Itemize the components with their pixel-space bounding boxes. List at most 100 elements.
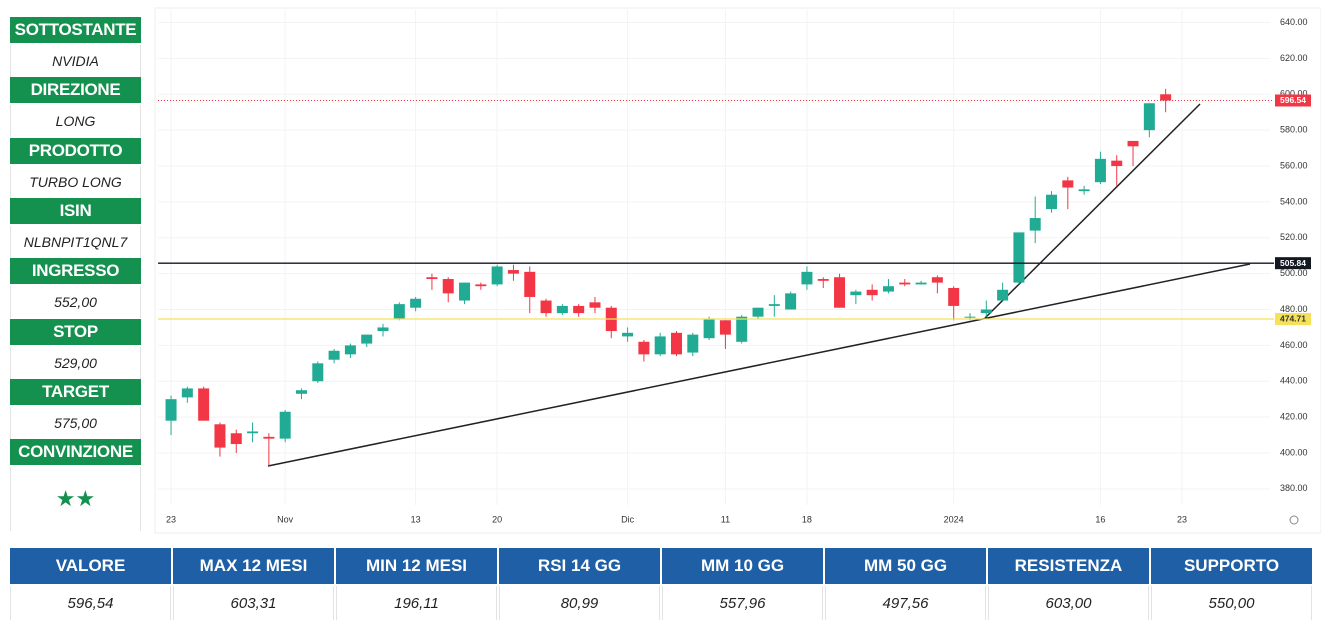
y-tick-label: 520.00: [1280, 232, 1308, 242]
y-tick-label: 500.00: [1280, 268, 1308, 278]
y-tick-label: 440.00: [1280, 376, 1308, 386]
candle-body: [475, 284, 487, 287]
candle-body: [703, 318, 715, 339]
candle-body: [622, 332, 634, 337]
panel-label: ISIN: [10, 197, 141, 224]
candle-body: [165, 399, 177, 421]
candle-body: [507, 270, 519, 274]
panel-value: 529,00: [10, 346, 141, 379]
x-tick-label: 23: [166, 514, 176, 524]
y-tick-label: 580.00: [1280, 125, 1308, 135]
x-tick-label: 20: [492, 514, 502, 524]
y-tick-label: 460.00: [1280, 340, 1308, 350]
table-cell: 557,96: [662, 586, 823, 620]
y-tick-label: 480.00: [1280, 304, 1308, 314]
table-header: VALORE: [10, 548, 171, 584]
candle-body: [426, 277, 438, 280]
candle-body: [524, 271, 536, 297]
candle-body: [899, 282, 911, 285]
panel-value: TURBO LONG: [10, 165, 141, 198]
candle-body: [687, 334, 699, 353]
table-cell: 550,00: [1151, 586, 1312, 620]
chart-frame: [154, 7, 1321, 534]
y-tick-label: 400.00: [1280, 447, 1308, 457]
table-cell: 497,56: [825, 586, 986, 620]
candle-body: [834, 277, 846, 308]
candle-body: [393, 304, 405, 319]
candle-body: [866, 289, 878, 296]
candle-body: [247, 431, 259, 434]
panel-label: SOTTOSTANTE: [10, 17, 141, 43]
panel-value: NVIDIA: [10, 45, 141, 77]
panel-label: PRODOTTO: [10, 137, 141, 164]
table-cell: 603,00: [988, 586, 1149, 620]
y-tick-label: 560.00: [1280, 160, 1308, 170]
candle-body: [377, 327, 389, 332]
candle-body: [785, 293, 797, 310]
x-tick-label: 11: [721, 514, 730, 524]
candle-body: [1062, 180, 1074, 188]
x-tick-label: 16: [1095, 514, 1105, 524]
panel-label: CONVINZIONE: [10, 439, 141, 466]
candle-body: [181, 388, 193, 398]
candle-body: [997, 289, 1009, 301]
candle-body: [410, 298, 422, 308]
x-tick-label: Nov: [277, 514, 294, 524]
candle-body: [948, 287, 960, 306]
candle-body: [1143, 103, 1155, 131]
candle-body: [573, 305, 585, 314]
settings-icon[interactable]: [1289, 515, 1299, 525]
y-tick-label: 600.00: [1280, 89, 1308, 99]
candle-body: [719, 320, 731, 335]
candle-body: [1029, 218, 1041, 231]
price-label-box: [1275, 312, 1311, 325]
y-tick-label: 640.00: [1280, 17, 1308, 27]
candle-body: [459, 282, 471, 301]
table-header: RSI 14 GG: [499, 548, 660, 584]
candle-body: [1094, 158, 1106, 183]
table-header: MAX 12 MESI: [173, 548, 334, 584]
panel-label: DIREZIONE: [10, 77, 141, 104]
candle-body: [638, 341, 650, 355]
table-cell: 196,11: [336, 586, 497, 620]
candle-body: [882, 286, 894, 292]
trendline: [267, 263, 1251, 467]
y-tick-label: 620.00: [1280, 53, 1308, 63]
candle-body: [817, 279, 829, 281]
candle-body: [768, 304, 780, 306]
price-label-box: [1275, 94, 1311, 107]
candle-body: [752, 307, 764, 317]
axis-labels: 380.00 400.00 420.00 440.00 460.00 480.00 500.…: [166, 17, 1311, 524]
x-tick-label: 18: [802, 514, 812, 524]
candle-body: [556, 305, 568, 314]
candle-body: [931, 277, 943, 283]
panel-value: 552,00: [10, 286, 141, 319]
x-tick-label: 13: [411, 514, 421, 524]
chart: 380.00 400.00 420.00 440.00 460.00 480.00 500.…: [154, 7, 1321, 534]
candle-body: [263, 436, 275, 439]
candle-body: [214, 424, 226, 448]
candle-body: [295, 390, 307, 394]
candle-body: [442, 279, 454, 294]
price-label: 596.54: [1280, 95, 1306, 105]
candle-body: [654, 336, 666, 355]
panel-label: INGRESSO: [10, 258, 141, 285]
x-tick-label: 2024: [944, 514, 964, 524]
candle-body: [964, 316, 976, 318]
trendline: [984, 103, 1201, 319]
table-header: MIN 12 MESI: [336, 548, 497, 584]
candle-body: [850, 291, 862, 296]
table-header: SUPPORTO: [1151, 548, 1312, 584]
x-tick-label: Dic: [621, 514, 634, 524]
candle-body: [736, 316, 748, 342]
x-tick-label: 23: [1177, 514, 1187, 524]
price-label: 505.84: [1280, 258, 1306, 268]
table-cell: 80,99: [499, 586, 660, 620]
table-cell: 596,54: [10, 586, 171, 620]
y-tick-label: 540.00: [1280, 196, 1308, 206]
panel-value: 575,00: [10, 406, 141, 439]
panel-value: NLBNPIT1QNL7: [10, 225, 141, 258]
candle-body: [915, 282, 927, 285]
panel-label: STOP: [10, 318, 141, 345]
